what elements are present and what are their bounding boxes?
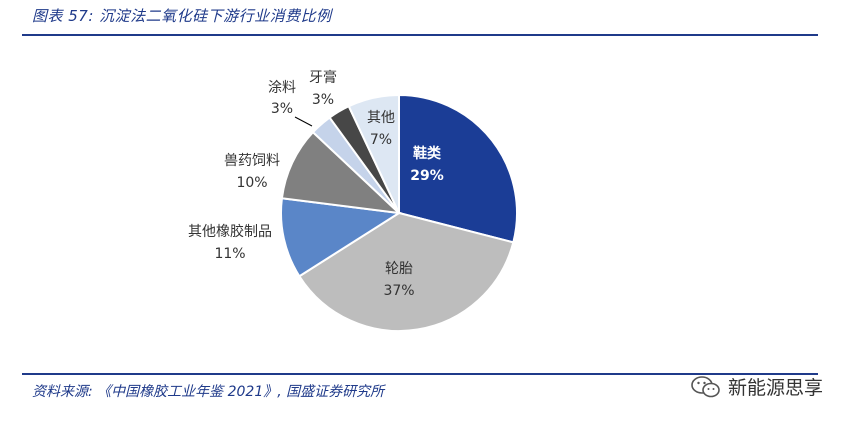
pie-slice-7 <box>347 93 400 214</box>
bottom-rule <box>22 373 818 375</box>
slice-value-4: 10% <box>236 175 267 191</box>
slice-value-1: 29% <box>410 168 444 184</box>
pie-slice-4 <box>280 130 402 215</box>
slice-value-5: 3% <box>271 101 293 117</box>
top-rule <box>22 34 818 36</box>
watermark: 新能源思享 <box>690 373 823 400</box>
slice-label-5: 涂料 <box>268 80 296 96</box>
slice-value-7: 7% <box>370 132 392 148</box>
slice-value-3: 11% <box>214 246 245 262</box>
slice-label-6: 牙膏 <box>309 69 337 86</box>
slice-label-4: 兽药饲料 <box>224 153 280 169</box>
source-note: 资料来源: 《中国橡胶工业年鉴 2021》, 国盛证券研究所 <box>32 384 385 400</box>
pie-slice-1 <box>398 93 518 244</box>
wechat-icon <box>691 375 720 397</box>
slice-value-6: 3% <box>312 92 334 108</box>
slice-label-3: 其他橡胶制品 <box>188 223 272 240</box>
watermark-text: 新能源思享 <box>728 377 824 399</box>
figure-title: 图表 57: 沉淀法二氧化硅下游行业消费比例 <box>32 7 332 25</box>
slice-label-2: 轮胎 <box>385 261 413 277</box>
pie-slice-3 <box>280 197 402 278</box>
slice-value-2: 37% <box>383 283 414 299</box>
slice-label-1: 鞋类 <box>413 145 442 162</box>
slice-label-7: 其他 <box>367 110 395 126</box>
leader-line-5 <box>294 116 313 127</box>
